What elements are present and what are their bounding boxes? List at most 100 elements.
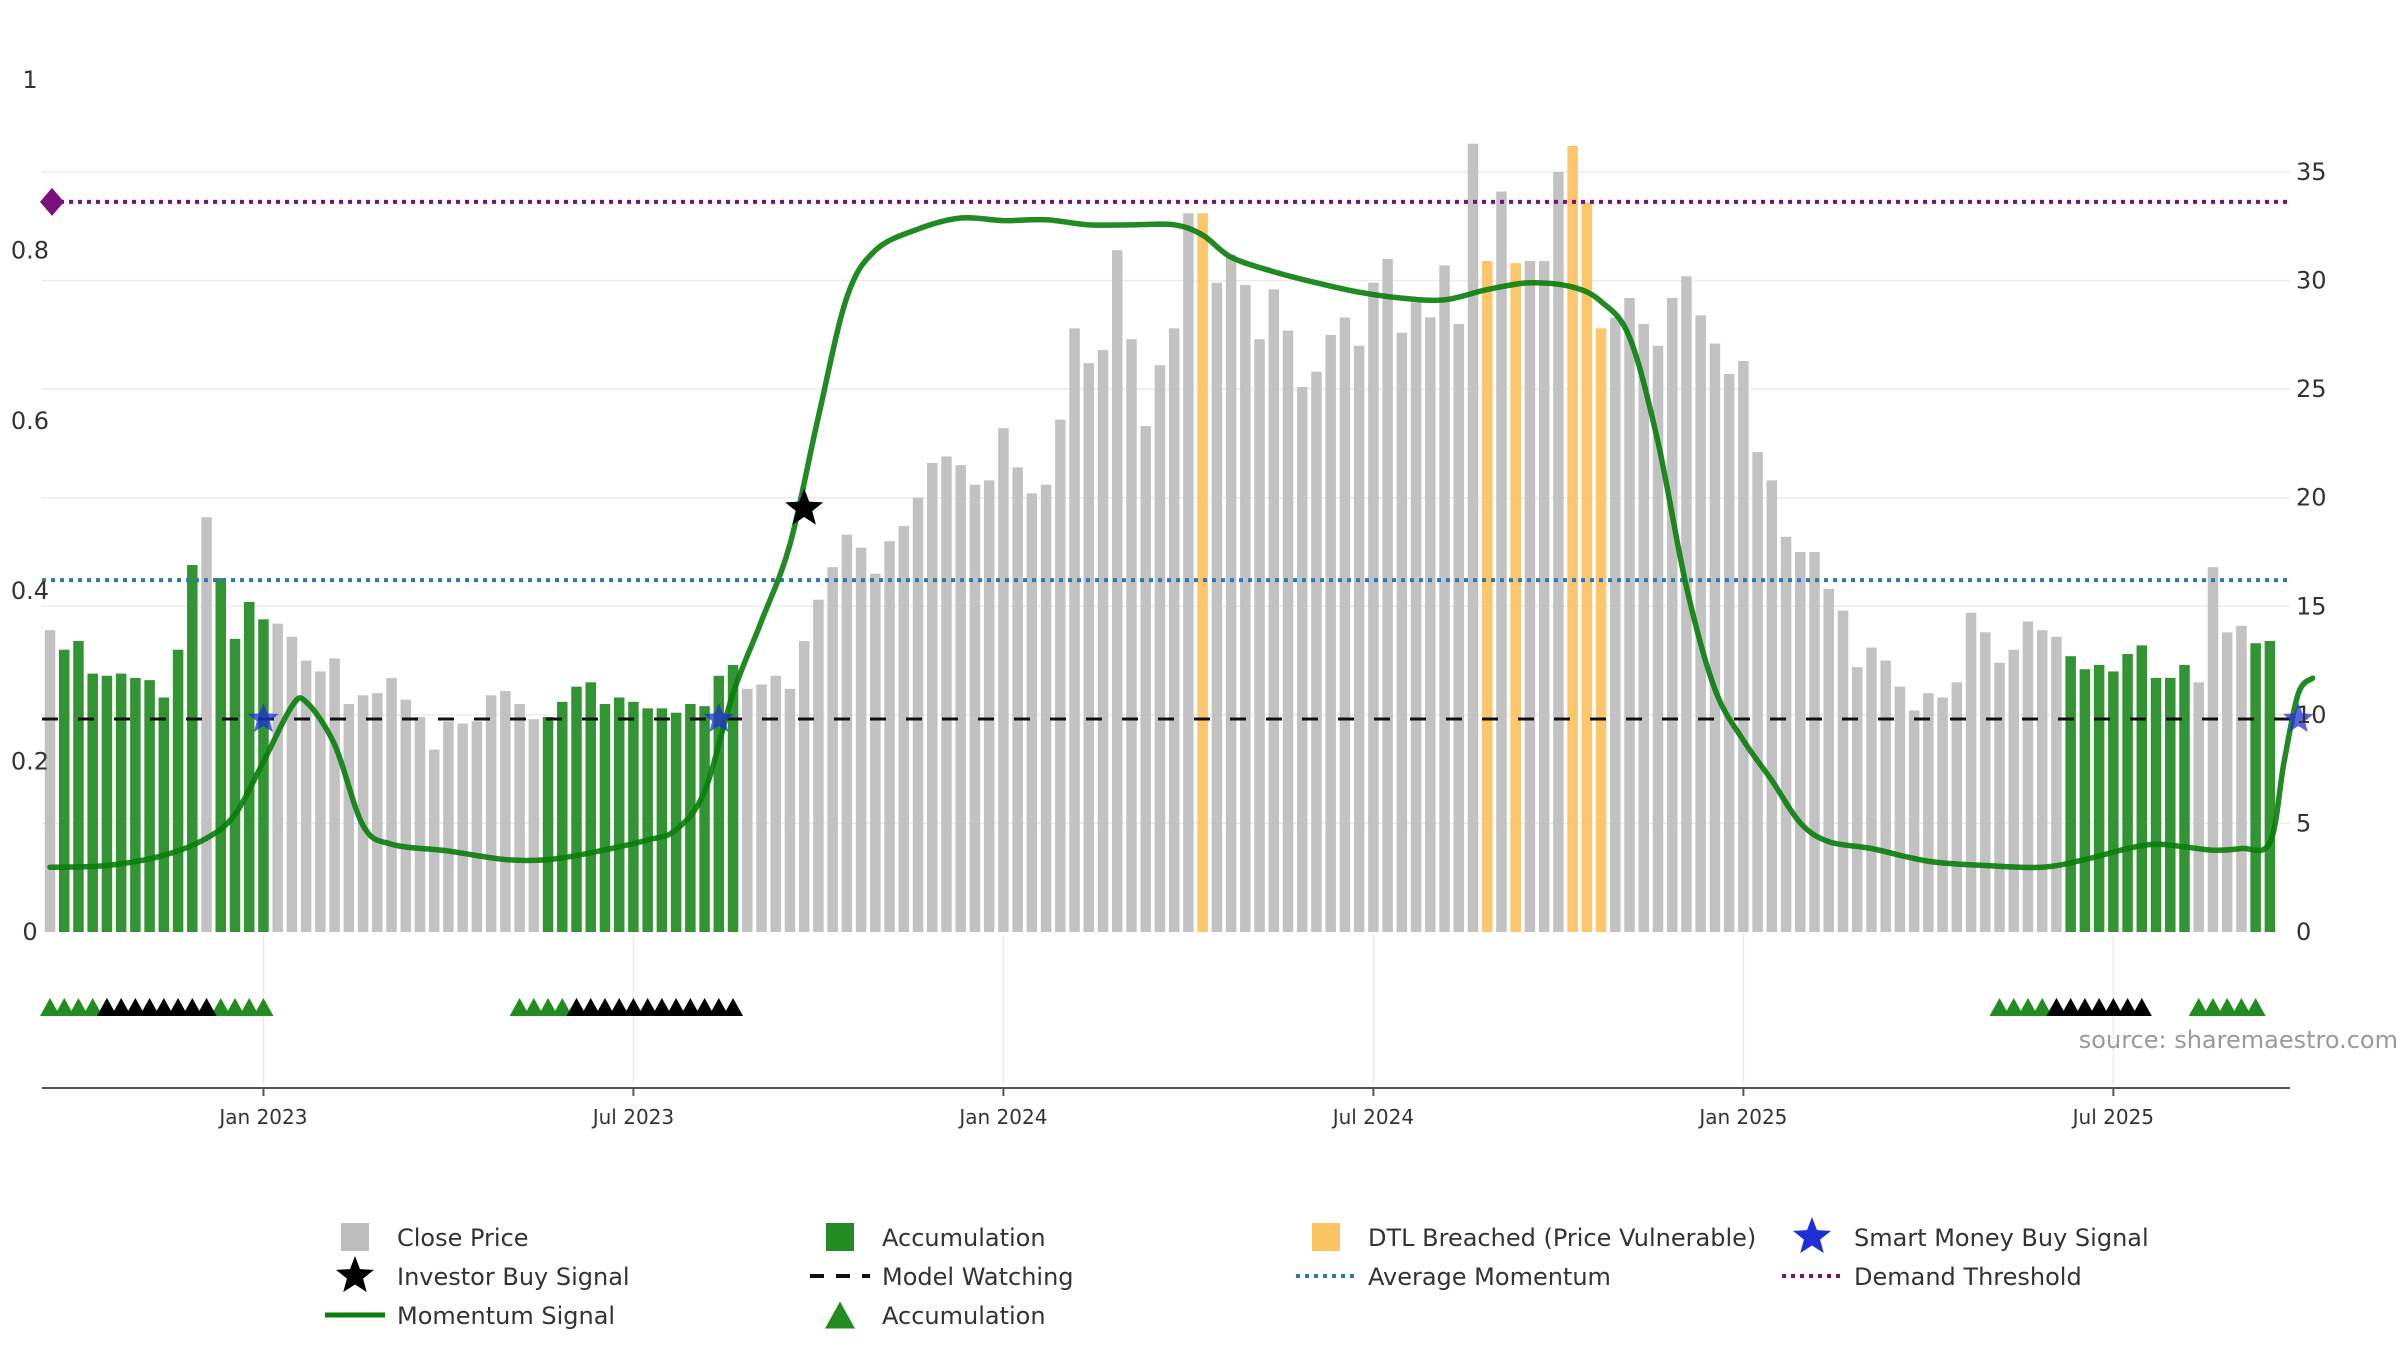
signal-triangle xyxy=(111,998,132,1016)
lines-layer xyxy=(40,187,2316,871)
bar-close xyxy=(2193,682,2204,932)
bar-close xyxy=(1894,686,1906,932)
accumulation-triangle xyxy=(40,998,60,1016)
bar-close xyxy=(1610,317,1621,932)
accumulation-triangle xyxy=(2017,998,2038,1016)
bar-close xyxy=(44,630,56,932)
legend-label: Investor Buy Signal xyxy=(397,1263,630,1291)
accumulation-triangle xyxy=(552,998,573,1016)
bar-accum xyxy=(599,704,611,932)
accumulation-triangle xyxy=(2003,998,2024,1016)
bar-close xyxy=(1652,345,1664,933)
bar-close xyxy=(1538,261,1550,932)
bar-dtl xyxy=(1197,213,1208,932)
bar-close xyxy=(357,695,369,932)
bar-close xyxy=(414,717,426,932)
bar-dtl xyxy=(1567,145,1578,932)
bar-accum xyxy=(628,701,639,932)
bar-close xyxy=(1211,282,1223,932)
legend-label: Close Price xyxy=(397,1224,529,1252)
bar-close xyxy=(884,541,895,932)
bar-close xyxy=(2207,567,2219,932)
accumulation-triangle xyxy=(509,998,530,1016)
bar-close xyxy=(1638,324,1650,932)
bar-close xyxy=(927,462,938,932)
bar-close xyxy=(1780,536,1792,932)
bar-close xyxy=(983,480,995,932)
x-tick-label: Jan 2025 xyxy=(1697,1105,1787,1129)
bar-close xyxy=(998,428,1009,932)
bar-close xyxy=(969,484,981,932)
bar-accum xyxy=(2079,669,2091,932)
bar-close xyxy=(1396,332,1408,932)
signal-triangle xyxy=(2046,998,2067,1016)
bar-close xyxy=(272,623,283,932)
bar-close xyxy=(1880,660,1891,932)
bar-accum xyxy=(571,686,582,932)
bar-close xyxy=(1240,284,1251,932)
bar-accum xyxy=(215,578,227,932)
bar-close xyxy=(1069,328,1080,933)
bar-close xyxy=(343,704,355,932)
bar-close xyxy=(1040,484,1052,932)
legend-label: Demand Threshold xyxy=(1854,1263,2082,1291)
accumulation-triangle xyxy=(2245,998,2266,1016)
bar-close xyxy=(770,675,781,932)
bar-close xyxy=(329,658,340,932)
signal-triangle xyxy=(2060,998,2081,1016)
bar-close xyxy=(1467,143,1479,932)
bar-accum xyxy=(144,680,155,932)
legend-item: Close Price xyxy=(341,1223,529,1252)
bar-close xyxy=(1980,632,1991,932)
smart-money-buy-star xyxy=(2283,703,2314,732)
bar-accum xyxy=(713,675,725,932)
bar-close xyxy=(1524,261,1536,932)
bar-dtl xyxy=(1595,328,1607,933)
right-tick-label: 0 xyxy=(2296,918,2311,946)
bar-accum xyxy=(2108,671,2119,932)
accumulation-triangle xyxy=(224,998,245,1016)
accumulation-triangle xyxy=(54,998,75,1016)
bar-close xyxy=(2236,625,2247,932)
signal-triangle xyxy=(96,998,117,1016)
bar-close xyxy=(1496,191,1507,933)
right-tick-label: 15 xyxy=(2296,592,2327,620)
signal-triangle xyxy=(168,998,189,1016)
bar-close xyxy=(1738,360,1749,932)
bar-accum xyxy=(542,717,554,932)
bar-close xyxy=(742,688,753,932)
bar-close xyxy=(1809,552,1820,932)
x-tick-label: Jul 2025 xyxy=(2071,1105,2154,1129)
bar-close xyxy=(827,567,838,932)
signal-triangle xyxy=(666,998,687,1016)
bar-close xyxy=(1026,493,1038,932)
legend-swatch-square xyxy=(1312,1223,1340,1251)
signal-triangle xyxy=(708,998,729,1016)
bar-close xyxy=(1296,386,1308,933)
investor-buy-star xyxy=(785,488,824,525)
bar-close xyxy=(1112,250,1123,933)
bar-close xyxy=(428,749,440,932)
legend-swatch-square xyxy=(826,1223,854,1251)
bar-close xyxy=(1723,373,1735,932)
bar-accum xyxy=(670,712,682,932)
bar-accum xyxy=(699,706,710,932)
accumulation-triangle xyxy=(2032,998,2053,1016)
bar-close xyxy=(898,525,910,932)
signal-triangle xyxy=(694,998,715,1016)
bar-close xyxy=(1055,419,1066,932)
bar-close xyxy=(1709,343,1721,932)
bar-close xyxy=(1908,710,1920,932)
momentum-signal-line xyxy=(47,214,2316,871)
bar-close xyxy=(1937,697,1948,932)
bar-close xyxy=(1866,647,1877,932)
bar-close xyxy=(1823,588,1834,932)
bar-close xyxy=(1795,552,1806,932)
signal-triangle xyxy=(609,998,630,1016)
bar-accum xyxy=(2136,645,2148,932)
bar-close xyxy=(500,690,511,932)
legend-item: Demand Threshold xyxy=(1782,1263,2082,1291)
left-tick-label: 0 xyxy=(22,918,37,946)
bar-close xyxy=(386,677,397,932)
bar-close xyxy=(1012,467,1023,932)
